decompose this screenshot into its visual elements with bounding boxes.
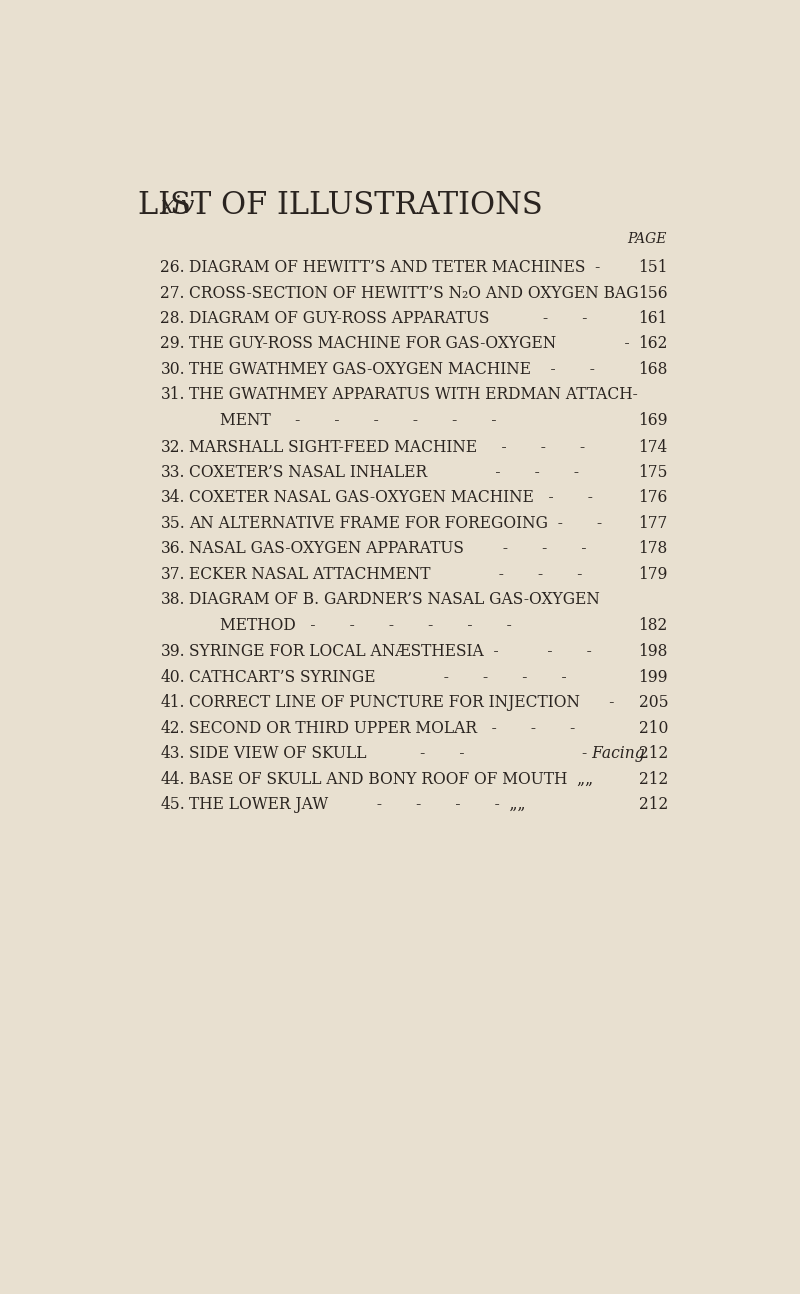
Text: 161: 161 [638, 311, 668, 327]
Text: 198: 198 [638, 643, 668, 660]
Text: 212: 212 [638, 745, 668, 762]
Text: COXETER’S NASAL INHALER              -       -       -: COXETER’S NASAL INHALER - - - [189, 465, 579, 481]
Text: 151: 151 [638, 259, 668, 276]
Text: xiv: xiv [161, 195, 194, 219]
Text: CORRECT LINE OF PUNCTURE FOR INJECTION      -: CORRECT LINE OF PUNCTURE FOR INJECTION - [189, 695, 614, 712]
Text: 168: 168 [638, 361, 668, 378]
Text: 175: 175 [638, 465, 668, 481]
Text: - Facing: - Facing [582, 745, 645, 762]
Text: 42.: 42. [161, 719, 185, 736]
Text: 36.: 36. [161, 541, 185, 558]
Text: 162: 162 [638, 335, 668, 352]
Text: 174: 174 [638, 439, 668, 455]
Text: DIAGRAM OF B. GARDNER’S NASAL GAS-OXYGEN: DIAGRAM OF B. GARDNER’S NASAL GAS-OXYGEN [189, 591, 600, 608]
Text: 34.: 34. [161, 489, 185, 506]
Text: 41.: 41. [161, 695, 185, 712]
Text: THE GWATHMEY APPARATUS WITH ERDMAN ATTACH-: THE GWATHMEY APPARATUS WITH ERDMAN ATTAC… [189, 387, 638, 404]
Text: 43.: 43. [161, 745, 185, 762]
Text: COXETER NASAL GAS-OXYGEN MACHINE   -       -: COXETER NASAL GAS-OXYGEN MACHINE - - [189, 489, 593, 506]
Text: 45.: 45. [161, 796, 185, 813]
Text: DIAGRAM OF GUY-ROSS APPARATUS           -       -: DIAGRAM OF GUY-ROSS APPARATUS - - [189, 311, 587, 327]
Text: LIST OF ILLUSTRATIONS: LIST OF ILLUSTRATIONS [138, 190, 542, 221]
Text: NASAL GAS-OXYGEN APPARATUS        -       -       -: NASAL GAS-OXYGEN APPARATUS - - - [189, 541, 586, 558]
Text: 210: 210 [638, 719, 668, 736]
Text: SECOND OR THIRD UPPER MOLAR   -       -       -: SECOND OR THIRD UPPER MOLAR - - - [189, 719, 575, 736]
Text: 212: 212 [638, 796, 668, 813]
Text: METHOD   -       -       -       -       -       -: METHOD - - - - - - [220, 616, 512, 634]
Text: MENT     -       -       -       -       -       -: MENT - - - - - - [220, 411, 497, 428]
Text: 199: 199 [638, 669, 668, 686]
Text: 156: 156 [638, 285, 668, 302]
Text: SYRINGE FOR LOCAL ANÆSTHESIA  -          -       -: SYRINGE FOR LOCAL ANÆSTHESIA - - - [189, 643, 592, 660]
Text: 179: 179 [638, 565, 668, 582]
Text: 35.: 35. [161, 515, 185, 532]
Text: 205: 205 [638, 695, 668, 712]
Text: PAGE: PAGE [627, 233, 666, 246]
Text: 38.: 38. [161, 591, 185, 608]
Text: 33.: 33. [161, 465, 185, 481]
Text: 26.: 26. [161, 259, 185, 276]
Text: 30.: 30. [161, 361, 185, 378]
Text: 176: 176 [638, 489, 668, 506]
Text: BASE OF SKULL AND BONY ROOF OF MOUTH  „„: BASE OF SKULL AND BONY ROOF OF MOUTH „„ [189, 770, 594, 788]
Text: 40.: 40. [161, 669, 185, 686]
Text: THE GWATHMEY GAS-OXYGEN MACHINE    -       -: THE GWATHMEY GAS-OXYGEN MACHINE - - [189, 361, 595, 378]
Text: DIAGRAM OF HEWITT’S AND TETER MACHINES  -: DIAGRAM OF HEWITT’S AND TETER MACHINES - [189, 259, 600, 276]
Text: 32.: 32. [161, 439, 185, 455]
Text: 169: 169 [638, 411, 668, 428]
Text: AN ALTERNATIVE FRAME FOR FOREGOING  -       -: AN ALTERNATIVE FRAME FOR FOREGOING - - [189, 515, 602, 532]
Text: THE GUY-ROSS MACHINE FOR GAS-OXYGEN              -: THE GUY-ROSS MACHINE FOR GAS-OXYGEN - [189, 335, 630, 352]
Text: 177: 177 [638, 515, 668, 532]
Text: THE LOWER JAW          -       -       -       -  „„: THE LOWER JAW - - - - „„ [189, 796, 526, 813]
Text: 44.: 44. [161, 770, 185, 788]
Text: 27.: 27. [161, 285, 185, 302]
Text: 212: 212 [638, 770, 668, 788]
Text: 31.: 31. [161, 387, 185, 404]
Text: ECKER NASAL ATTACHMENT              -       -       -: ECKER NASAL ATTACHMENT - - - [189, 565, 582, 582]
Text: 182: 182 [638, 616, 668, 634]
Text: 37.: 37. [161, 565, 185, 582]
Text: CATHCART’S SYRINGE              -       -       -       -: CATHCART’S SYRINGE - - - - [189, 669, 566, 686]
Text: 28.: 28. [161, 311, 185, 327]
Text: SIDE VIEW OF SKULL           -       -: SIDE VIEW OF SKULL - - [189, 745, 465, 762]
Text: 29.: 29. [161, 335, 185, 352]
Text: 39.: 39. [161, 643, 185, 660]
Text: MARSHALL SIGHT-FEED MACHINE     -       -       -: MARSHALL SIGHT-FEED MACHINE - - - [189, 439, 586, 455]
Text: 178: 178 [638, 541, 668, 558]
Text: CROSS-SECTION OF HEWITT’S N₂O AND OXYGEN BAG: CROSS-SECTION OF HEWITT’S N₂O AND OXYGEN… [189, 285, 638, 302]
